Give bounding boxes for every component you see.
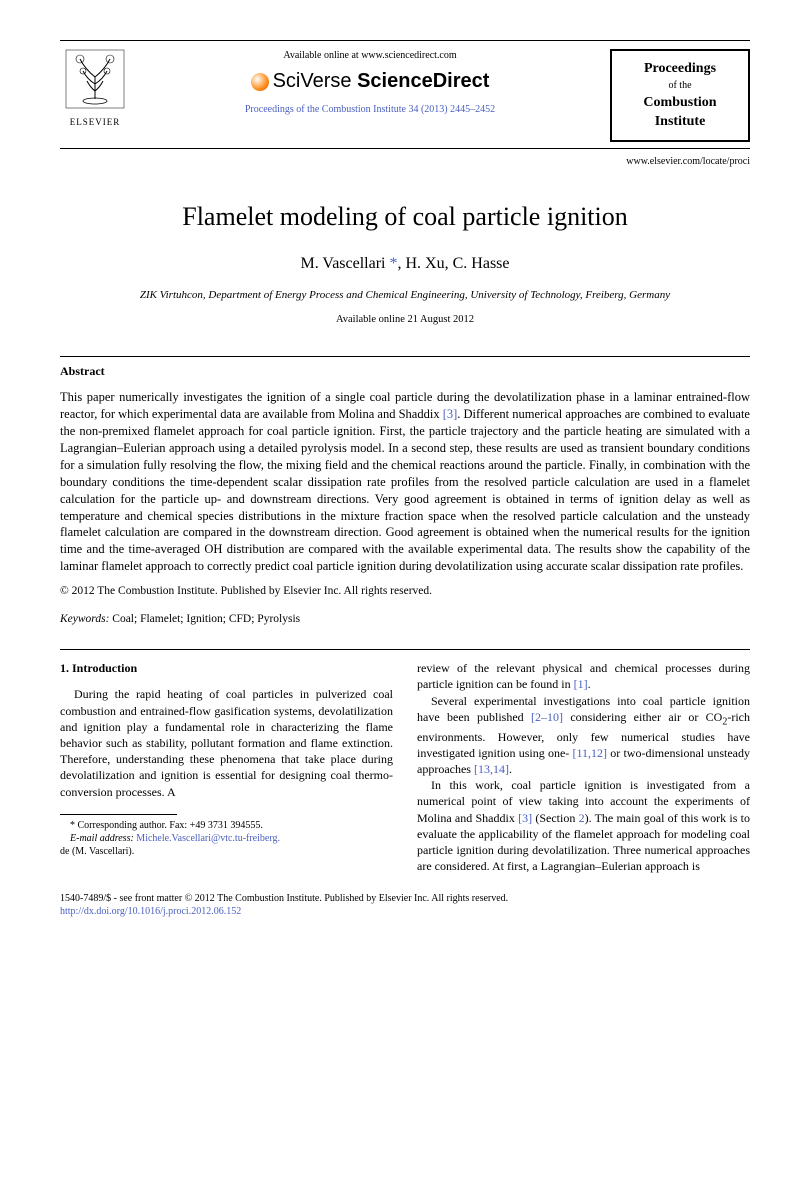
intro-paragraph-1: During the rapid heating of coal particl… bbox=[60, 686, 393, 799]
footnote-rule bbox=[60, 814, 177, 815]
elsevier-tree-logo bbox=[65, 49, 125, 109]
sciencedirect-brand: SciVerse ScienceDirect bbox=[140, 67, 600, 97]
abstract-top-rule bbox=[60, 356, 750, 357]
right-column: review of the relevant physical and chem… bbox=[417, 660, 750, 874]
left-column: 1. Introduction During the rapid heating… bbox=[60, 660, 393, 874]
elsevier-label: ELSEVIER bbox=[60, 116, 130, 129]
journal-title-box: Proceedings of the Combustion Institute bbox=[610, 49, 750, 142]
journal-box-line4: Institute bbox=[618, 112, 742, 132]
body-columns: 1. Introduction During the rapid heating… bbox=[60, 660, 750, 874]
email-footnote-suffix: de (M. Vascellari). bbox=[60, 845, 393, 858]
corresponding-footnote: * Corresponding author. Fax: +49 3731 39… bbox=[60, 819, 393, 832]
sciverse-wordmark: SciVerse ScienceDirect bbox=[273, 67, 490, 95]
available-online-text: Available online at www.sciencedirect.co… bbox=[140, 49, 600, 63]
copyright-line: © 2012 The Combustion Institute. Publish… bbox=[60, 583, 750, 599]
doi-link[interactable]: http://dx.doi.org/10.1016/j.proci.2012.0… bbox=[60, 905, 750, 918]
keywords-values: Coal; Flamelet; Ignition; CFD; Pyrolysis bbox=[112, 613, 300, 625]
journal-citation-link[interactable]: Proceedings of the Combustion Institute … bbox=[140, 103, 600, 117]
citation-link[interactable]: [13,14] bbox=[474, 762, 509, 776]
available-date: Available online 21 August 2012 bbox=[60, 313, 750, 328]
abstract-heading: Abstract bbox=[60, 363, 750, 380]
article-title: Flamelet modeling of coal particle ignit… bbox=[60, 199, 750, 235]
page-header: ELSEVIER Available online at www.science… bbox=[60, 40, 750, 142]
email-footnote: E-mail address: Michele.Vascellari@vtc.t… bbox=[60, 832, 393, 845]
citation-link[interactable]: [11,12] bbox=[573, 746, 608, 760]
publisher-logo-block: ELSEVIER bbox=[60, 49, 130, 129]
section-link[interactable]: 2 bbox=[579, 811, 585, 825]
section-1-heading: 1. Introduction bbox=[60, 660, 393, 676]
sciencedirect-orb-icon bbox=[251, 73, 269, 91]
affiliation: ZIK Virtuhcon, Department of Energy Proc… bbox=[60, 288, 750, 303]
email-label: E-mail address: bbox=[70, 833, 134, 844]
journal-box-line2: of the bbox=[618, 79, 742, 93]
header-rule bbox=[60, 148, 750, 149]
abstract-bottom-rule bbox=[60, 649, 750, 650]
corresponding-star-icon: * bbox=[386, 255, 398, 272]
keywords-label: Keywords: bbox=[60, 613, 109, 625]
citation-link[interactable]: [3] bbox=[518, 811, 532, 825]
citation-link[interactable]: [2–10] bbox=[531, 710, 563, 724]
abstract-body: This paper numerically investigates the … bbox=[60, 389, 750, 575]
citation-link[interactable]: [3] bbox=[443, 407, 458, 421]
journal-box-line1: Proceedings bbox=[618, 59, 742, 79]
keywords-line: Keywords: Coal; Flamelet; Ignition; CFD;… bbox=[60, 611, 750, 627]
intro-paragraph-3: In this work, coal particle ignition is … bbox=[417, 777, 750, 874]
author-list: M. Vascellari *, H. Xu, C. Hasse bbox=[60, 253, 750, 275]
issn-line: 1540-7489/$ - see front matter © 2012 Th… bbox=[60, 892, 750, 905]
citation-link[interactable]: [1] bbox=[574, 677, 588, 691]
locate-url[interactable]: www.elsevier.com/locate/proci bbox=[60, 155, 750, 169]
author-email-link[interactable]: Michele.Vascellari@vtc.tu-freiberg. bbox=[136, 833, 280, 844]
journal-box-line3: Combustion bbox=[618, 93, 742, 113]
intro-paragraph-2: Several experimental investigations into… bbox=[417, 693, 750, 778]
intro-paragraph-1b: review of the relevant physical and chem… bbox=[417, 660, 750, 692]
page-footer: 1540-7489/$ - see front matter © 2012 Th… bbox=[60, 892, 750, 918]
header-center: Available online at www.sciencedirect.co… bbox=[130, 49, 610, 117]
